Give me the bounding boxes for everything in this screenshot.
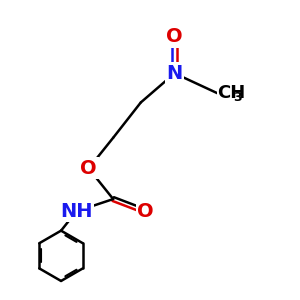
Text: O: O: [80, 159, 97, 178]
Text: N: N: [167, 64, 183, 83]
Text: 3: 3: [233, 91, 242, 104]
Text: O: O: [137, 202, 154, 221]
Text: O: O: [166, 27, 183, 46]
Text: CH: CH: [218, 84, 246, 102]
Text: NH: NH: [60, 202, 93, 221]
